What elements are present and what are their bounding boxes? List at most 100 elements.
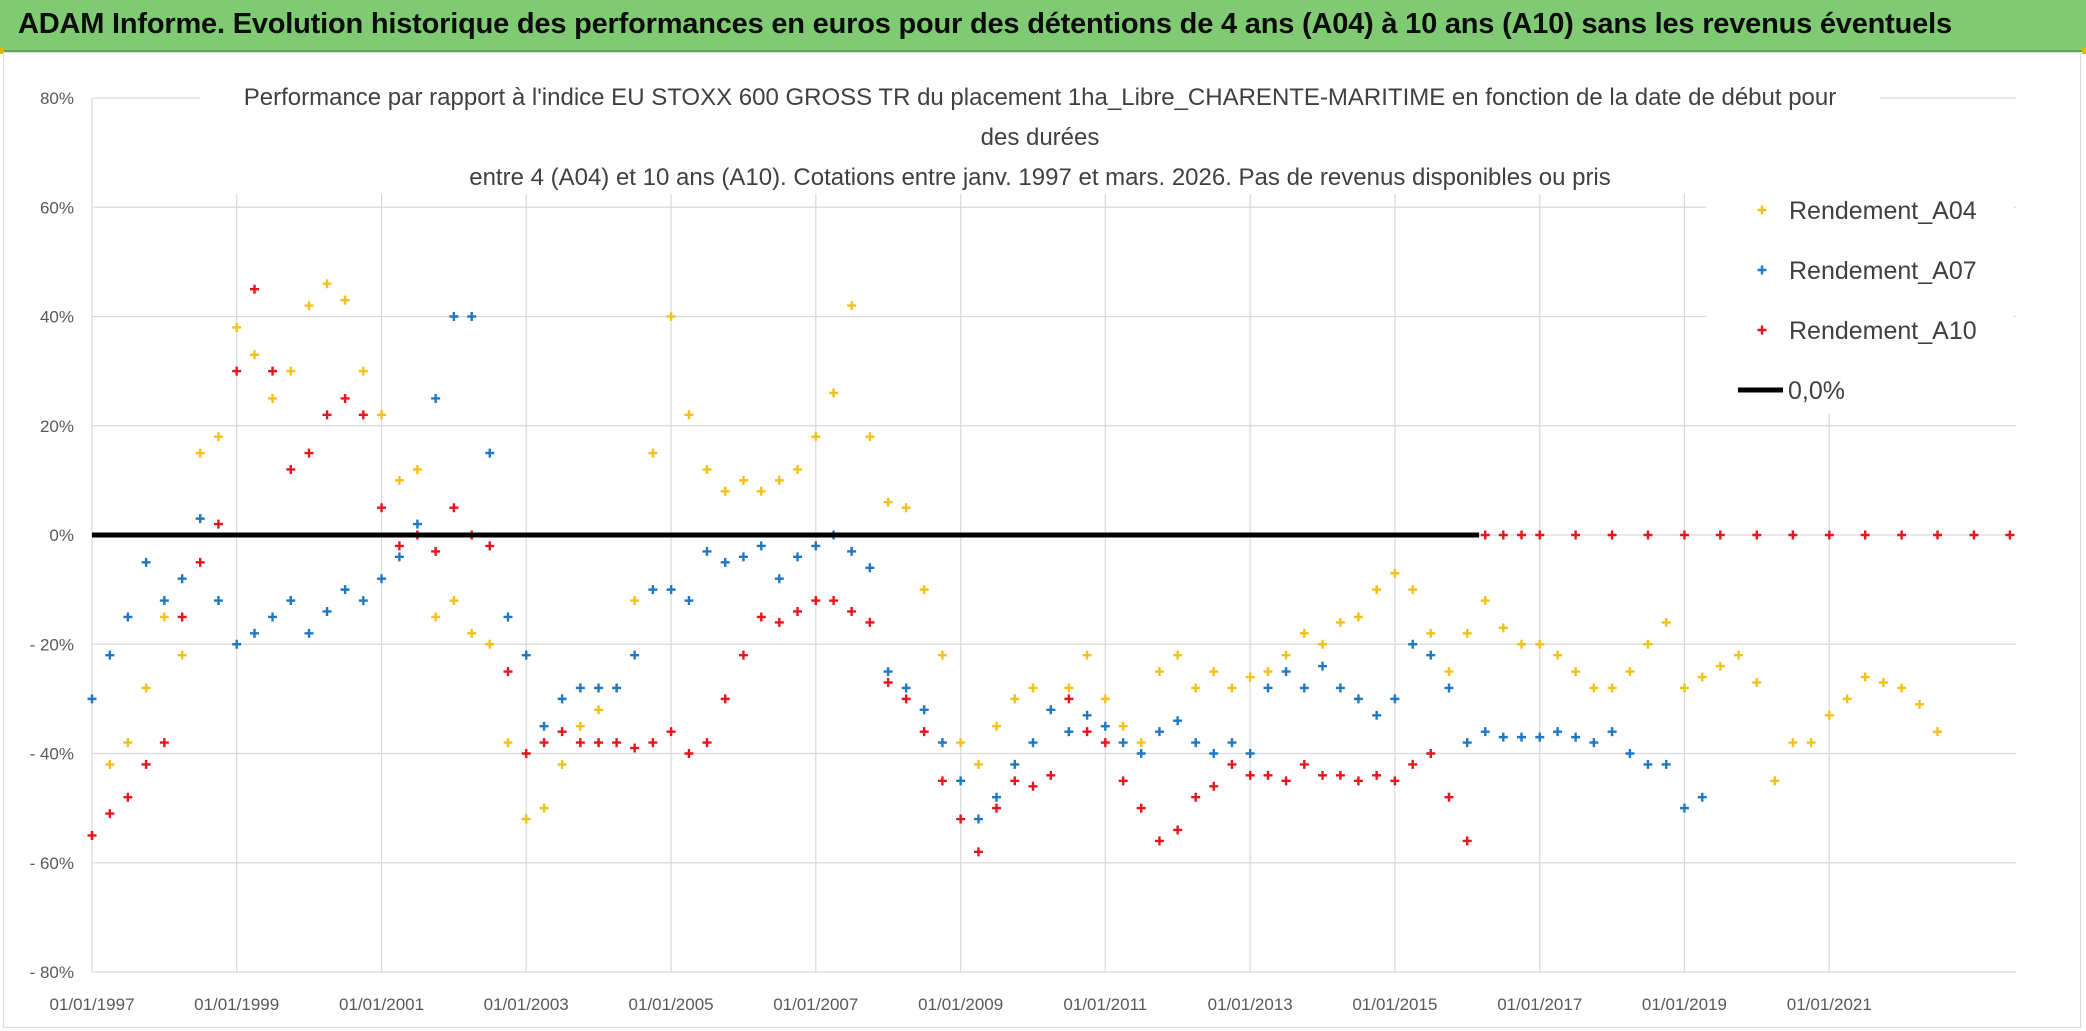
point-rendement-a10: [87, 830, 97, 840]
x-tick-label: 01/01/1997: [49, 995, 134, 1014]
point-rendement-a04: [557, 759, 567, 769]
point-rendement-a07: [901, 683, 911, 693]
point-rendement-a07: [956, 776, 966, 786]
point-rendement-a04: [123, 738, 133, 748]
point-rendement-a04: [394, 475, 404, 485]
point-rendement-a10: [159, 738, 169, 748]
point-rendement-a10: [1010, 776, 1020, 786]
point-rendement-a10: [1462, 836, 1472, 846]
point-rendement-a07: [1480, 727, 1490, 737]
point-rendement-a07: [394, 552, 404, 562]
point-rendement-a07: [485, 448, 495, 458]
point-rendement-a10: [1860, 530, 1870, 540]
point-rendement-a10: [1245, 770, 1255, 780]
point-rendement-a04: [521, 814, 531, 824]
x-tick-label: 01/01/2001: [339, 995, 424, 1014]
point-rendement-a07: [774, 574, 784, 584]
point-rendement-a07: [1028, 738, 1038, 748]
point-rendement-a10: [1517, 530, 1527, 540]
point-rendement-a07: [1046, 705, 1056, 715]
point-rendement-a07: [1154, 727, 1164, 737]
series-rendement-a04: [87, 279, 1943, 840]
point-rendement-a04: [1860, 672, 1870, 682]
x-tick-label: 01/01/2017: [1497, 995, 1582, 1014]
point-rendement-a10: [539, 738, 549, 748]
point-rendement-a04: [1589, 683, 1599, 693]
y-tick-label: - 20%: [30, 635, 74, 654]
legend-label-rendement-a10: Rendement_A10: [1789, 317, 1977, 345]
x-tick-label: 01/01/2019: [1642, 995, 1727, 1014]
point-rendement-a04: [1607, 683, 1617, 693]
y-tick-label: 60%: [40, 198, 74, 217]
point-rendement-a07: [756, 541, 766, 551]
legend-label-0-0: 0,0%: [1788, 377, 1845, 405]
point-rendement-a07: [1571, 732, 1581, 742]
point-rendement-a04: [1372, 585, 1382, 595]
point-rendement-a04: [811, 432, 821, 442]
point-rendement-a04: [286, 366, 296, 376]
point-rendement-a10: [1335, 770, 1345, 780]
point-rendement-a10: [865, 617, 875, 627]
point-rendement-a07: [539, 721, 549, 731]
point-rendement-a07: [1118, 738, 1128, 748]
point-rendement-a04: [1625, 667, 1635, 677]
point-rendement-a04: [358, 366, 368, 376]
y-tick-label: 80%: [40, 89, 74, 108]
point-rendement-a04: [1082, 650, 1092, 660]
point-rendement-a10: [937, 776, 947, 786]
point-rendement-a10: [992, 803, 1002, 813]
point-rendement-a04: [1191, 683, 1201, 693]
point-rendement-a07: [1589, 738, 1599, 748]
point-rendement-a07: [575, 683, 585, 693]
point-rendement-a10: [1824, 530, 1834, 540]
point-rendement-a07: [1643, 759, 1653, 769]
point-rendement-a07: [973, 814, 983, 824]
point-rendement-a04: [1408, 585, 1418, 595]
point-rendement-a04: [1661, 617, 1671, 627]
point-rendement-a10: [1136, 803, 1146, 813]
point-rendement-a07: [1372, 710, 1382, 720]
x-tick-label: 01/01/2003: [484, 995, 569, 1014]
point-rendement-a10: [195, 557, 205, 567]
point-rendement-a04: [467, 628, 477, 638]
point-rendement-a04: [1715, 661, 1725, 671]
point-rendement-a07: [684, 596, 694, 606]
point-rendement-a07: [213, 596, 223, 606]
point-rendement-a04: [1571, 667, 1581, 677]
point-rendement-a07: [666, 585, 676, 595]
point-rendement-a10: [666, 727, 676, 737]
point-rendement-a10: [883, 677, 893, 687]
report-banner: ADAM Informe. Evolution historique des p…: [0, 0, 2086, 52]
legend-marker-rendement-a04: [1757, 205, 1767, 215]
point-rendement-a07: [738, 552, 748, 562]
point-rendement-a04: [1462, 628, 1472, 638]
point-rendement-a07: [1390, 694, 1400, 704]
point-rendement-a10: [1028, 781, 1038, 791]
point-rendement-a07: [1607, 727, 1617, 737]
point-rendement-a04: [1788, 738, 1798, 748]
point-rendement-a10: [1227, 759, 1237, 769]
point-rendement-a04: [1842, 694, 1852, 704]
data-series: [87, 279, 2015, 857]
point-rendement-a07: [1227, 738, 1237, 748]
point-rendement-a07: [503, 612, 513, 622]
point-rendement-a10: [919, 727, 929, 737]
point-rendement-a04: [1100, 694, 1110, 704]
point-rendement-a04: [847, 301, 857, 311]
x-tick-label: 01/01/1999: [194, 995, 279, 1014]
point-rendement-a07: [1082, 710, 1092, 720]
point-rendement-a10: [213, 519, 223, 529]
x-tick-label: 01/01/2007: [773, 995, 858, 1014]
point-rendement-a04: [1390, 568, 1400, 578]
point-rendement-a04: [159, 612, 169, 622]
point-rendement-a10: [793, 606, 803, 616]
point-rendement-a04: [720, 486, 730, 496]
point-rendement-a04: [1245, 672, 1255, 682]
chart-title-line-2: des durées: [981, 124, 1100, 151]
point-rendement-a10: [1281, 776, 1291, 786]
point-rendement-a10: [431, 546, 441, 556]
point-rendement-a10: [1173, 825, 1183, 835]
banner-title: ADAM Informe. Evolution historique des p…: [18, 8, 1952, 40]
point-rendement-a10: [575, 738, 585, 748]
